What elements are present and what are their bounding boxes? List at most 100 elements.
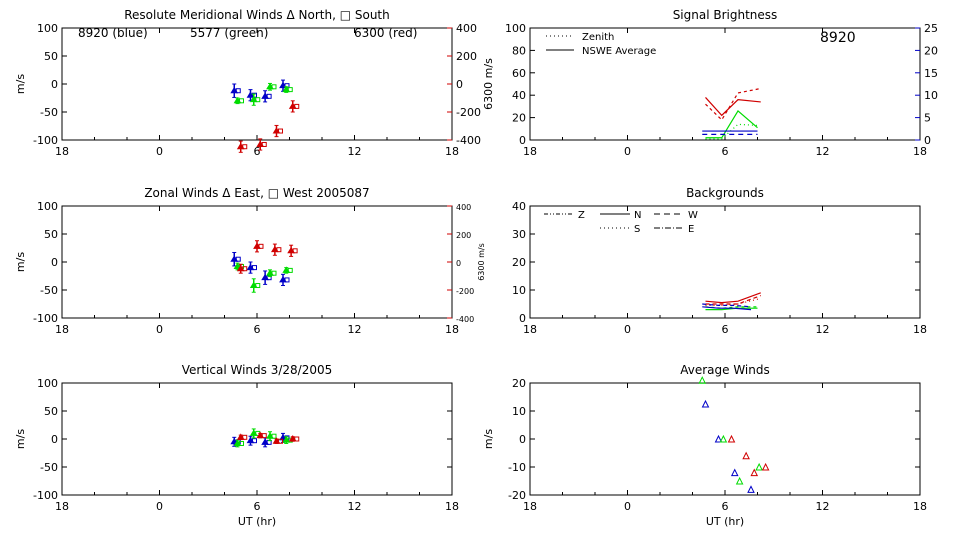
y-tick-label: 20 <box>512 377 526 390</box>
y2-tick-label: 10 <box>924 89 938 102</box>
data-point <box>294 436 300 442</box>
y-tick-label: 0 <box>519 433 526 446</box>
data-point <box>750 468 759 477</box>
data-point <box>701 399 710 408</box>
y-axis-label: m/s <box>14 74 27 94</box>
y2-tick-label: 5 <box>924 112 931 125</box>
y-axis-label: m/s <box>482 429 495 449</box>
x-tick-label: 12 <box>816 145 830 158</box>
data-point <box>252 438 257 444</box>
data-point <box>271 84 277 90</box>
y2-tick-label: -400 <box>456 315 474 324</box>
y-tick-label: 0 <box>519 134 526 147</box>
y-tick-label: -100 <box>33 312 58 325</box>
data-point <box>258 243 264 249</box>
y-tick-label: -50 <box>40 106 58 119</box>
x-tick-label: 18 <box>445 323 459 336</box>
legend-label: W <box>688 210 698 221</box>
x-tick-label: 6 <box>254 323 261 336</box>
data-point <box>287 87 293 93</box>
y-tick-label: 100 <box>505 22 526 35</box>
y-tick-label: 30 <box>512 228 526 241</box>
data-point <box>714 434 723 443</box>
data-point <box>235 88 241 94</box>
y-tick-label: -50 <box>40 284 58 297</box>
chart-panel-1: Resolute Meridional Winds Δ North, □ Sou… <box>14 8 495 158</box>
y2-tick-label: 15 <box>924 67 938 80</box>
data-point <box>266 93 272 99</box>
x-tick-label: 6 <box>722 145 729 158</box>
series-line <box>702 303 752 308</box>
chart-title: Zonal Winds Δ East, □ West 2005087 <box>144 186 369 200</box>
x-tick-label: 6 <box>254 145 261 158</box>
data-point <box>239 440 244 446</box>
y-tick-label: 0 <box>519 312 526 325</box>
y-tick-label: 20 <box>512 256 526 269</box>
y2-tick-label: 0 <box>456 259 461 268</box>
series-line <box>705 123 758 140</box>
data-point <box>730 468 739 477</box>
x-tick-label: 0 <box>624 145 631 158</box>
x-tick-label: 6 <box>722 323 729 336</box>
y2-tick-label: 400 <box>456 22 477 35</box>
x-tick-label: 18 <box>913 500 927 513</box>
x-tick-label: 18 <box>523 145 537 158</box>
plot-frame <box>61 205 453 319</box>
data-point <box>287 267 293 273</box>
x-tick-label: 12 <box>816 323 830 336</box>
legend-annotation: 8920 (blue) <box>78 26 148 40</box>
y-axis-label: m/s <box>14 429 27 449</box>
data-point <box>719 434 728 443</box>
x-tick-label: 12 <box>348 500 362 513</box>
x-tick-label: 6 <box>254 500 261 513</box>
y2-axis-label: 6300 m/s <box>482 58 495 110</box>
plot-frame <box>61 27 453 141</box>
y-tick-label: 60 <box>512 67 526 80</box>
y-tick-label: 20 <box>512 112 526 125</box>
y-tick-label: 40 <box>512 89 526 102</box>
y-axis-label: m/s <box>14 252 27 272</box>
data-point <box>261 433 267 439</box>
y2-tick-label: 20 <box>924 44 938 57</box>
x-tick-label: 0 <box>624 323 631 336</box>
series-line <box>705 97 761 117</box>
chart-title: Backgrounds <box>686 186 764 200</box>
x-tick-label: 18 <box>523 500 537 513</box>
y-tick-label: 80 <box>512 44 526 57</box>
data-point <box>242 266 248 272</box>
data-point <box>278 438 283 444</box>
x-axis-label: UT (hr) <box>706 515 744 528</box>
data-point <box>735 476 744 485</box>
data-point <box>242 434 248 440</box>
x-tick-label: 12 <box>348 323 362 336</box>
series-line <box>705 307 758 311</box>
data-point <box>255 283 261 289</box>
data-point <box>276 247 282 253</box>
data-point <box>292 248 298 254</box>
data-point <box>747 485 755 493</box>
plot-frame <box>529 205 921 319</box>
data-point <box>255 97 261 103</box>
series-line <box>705 295 761 305</box>
legend-annotation: 5577 (green) <box>190 26 268 40</box>
x-tick-label: 18 <box>55 323 69 336</box>
y-tick-label: -50 <box>40 461 58 474</box>
channel-annotation: 8920 <box>820 30 856 46</box>
y-tick-label: 50 <box>44 405 58 418</box>
chart-title: Resolute Meridional Winds Δ North, □ Sou… <box>124 8 390 22</box>
legend-annotation: 6300 (red) <box>354 26 417 40</box>
series-line <box>705 292 761 304</box>
x-tick-label: 0 <box>156 500 163 513</box>
x-tick-label: 18 <box>913 145 927 158</box>
y-tick-label: -10 <box>508 461 526 474</box>
x-tick-label: 18 <box>445 145 459 158</box>
y-tick-label: 10 <box>512 284 526 297</box>
y-tick-label: 10 <box>512 405 526 418</box>
y2-tick-label: 0 <box>924 134 931 147</box>
series-line <box>702 306 752 311</box>
y2-tick-label: -400 <box>456 134 481 147</box>
y-tick-label: 100 <box>37 377 58 390</box>
data-point <box>727 434 736 443</box>
